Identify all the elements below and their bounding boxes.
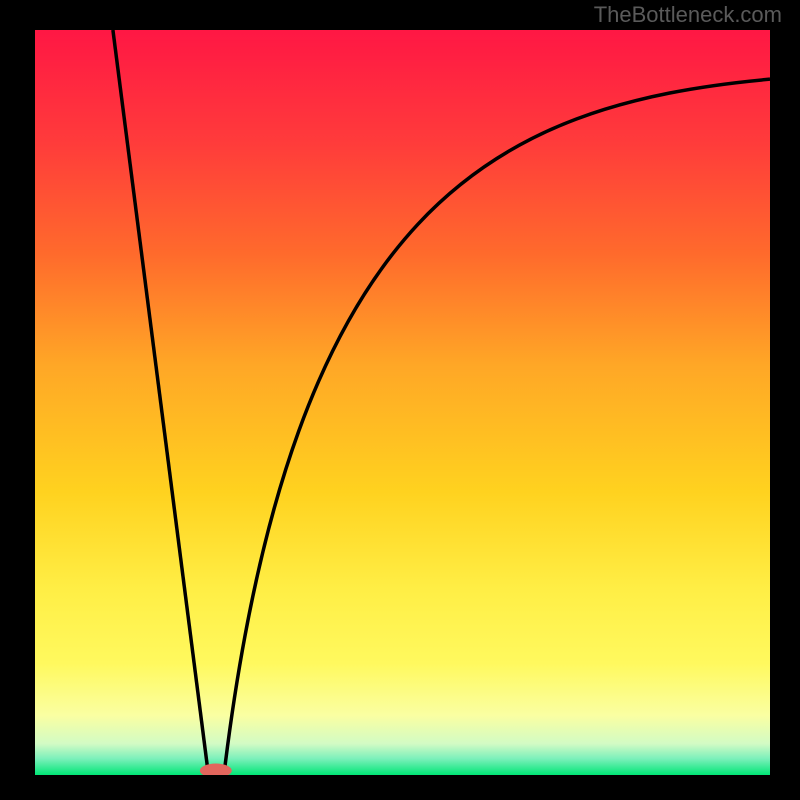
- watermark-text: TheBottleneck.com: [594, 2, 782, 28]
- plot-background: [35, 30, 770, 775]
- bottleneck-chart: [0, 0, 800, 800]
- chart-container: TheBottleneck.com: [0, 0, 800, 800]
